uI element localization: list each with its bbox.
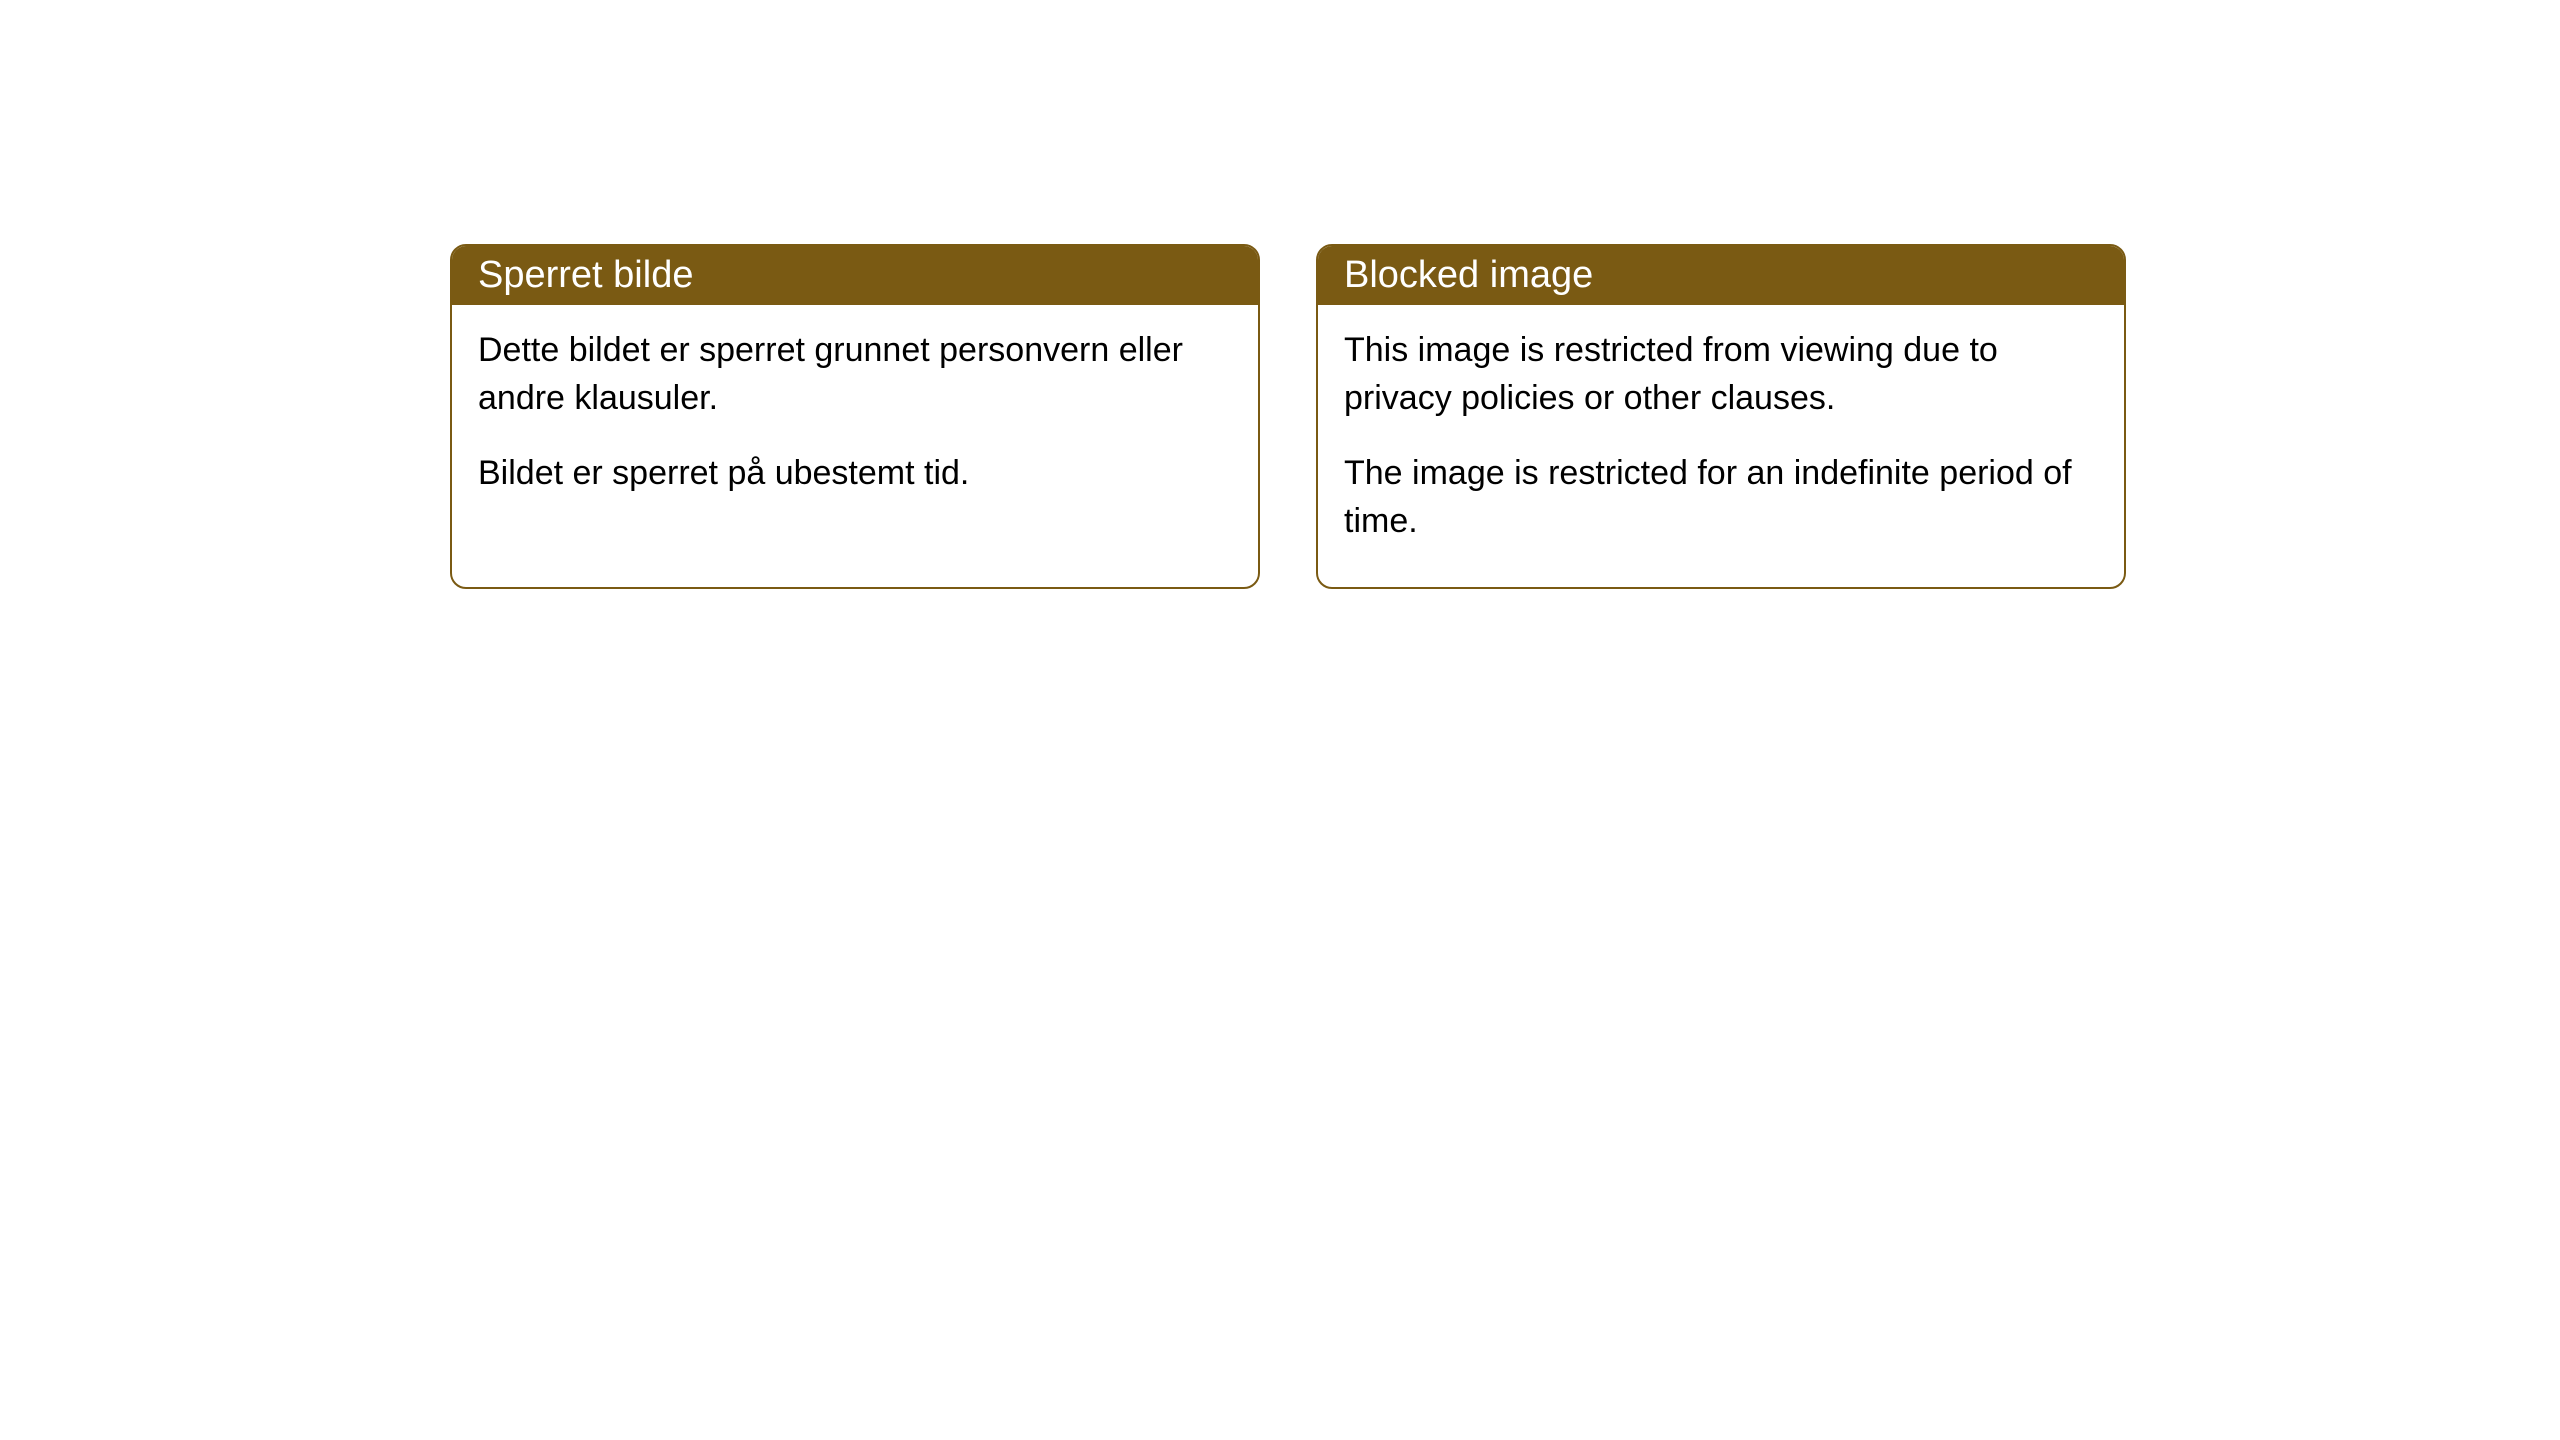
- card-body-english: This image is restricted from viewing du…: [1318, 305, 2124, 587]
- notice-card-norwegian: Sperret bilde Dette bildet er sperret gr…: [450, 244, 1260, 589]
- notice-container: Sperret bilde Dette bildet er sperret gr…: [0, 0, 2560, 589]
- card-paragraph-2-norwegian: Bildet er sperret på ubestemt tid.: [478, 450, 1232, 498]
- card-title-norwegian: Sperret bilde: [478, 254, 693, 296]
- card-header-norwegian: Sperret bilde: [452, 246, 1258, 305]
- card-paragraph-1-english: This image is restricted from viewing du…: [1344, 327, 2098, 422]
- notice-card-english: Blocked image This image is restricted f…: [1316, 244, 2126, 589]
- card-body-norwegian: Dette bildet er sperret grunnet personve…: [452, 305, 1258, 540]
- card-paragraph-2-english: The image is restricted for an indefinit…: [1344, 450, 2098, 545]
- card-title-english: Blocked image: [1344, 254, 1593, 296]
- card-paragraph-1-norwegian: Dette bildet er sperret grunnet personve…: [478, 327, 1232, 422]
- card-header-english: Blocked image: [1318, 246, 2124, 305]
